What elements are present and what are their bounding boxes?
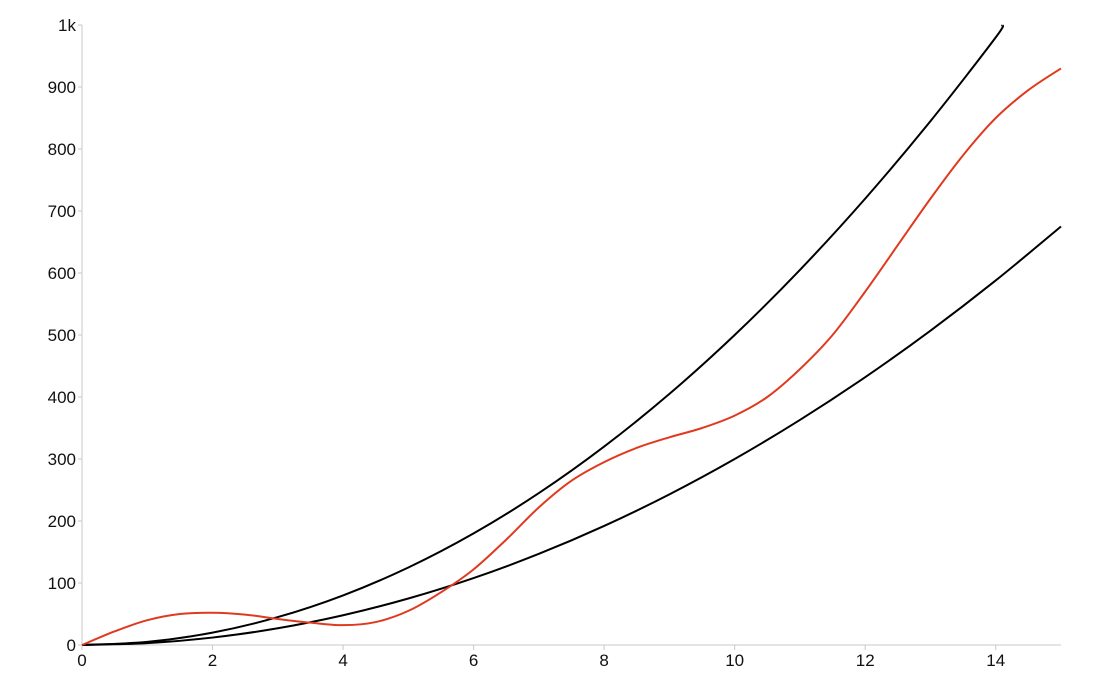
y-tick-label: 1k xyxy=(58,16,76,35)
x-tick-label: 4 xyxy=(338,651,347,670)
axes xyxy=(81,25,1061,646)
x-tick-label: 0 xyxy=(77,651,86,670)
y-tick-label: 400 xyxy=(48,388,76,407)
y-tick-label: 100 xyxy=(48,574,76,593)
x-tick-label: 6 xyxy=(469,651,478,670)
y-axis-ticks: 0 100 200 300 400 500 600 700 800 900 1k xyxy=(48,16,82,655)
x-tick-label: 10 xyxy=(725,651,744,670)
series-line-1 xyxy=(81,24,1005,646)
series-line-3 xyxy=(81,67,1062,646)
x-tick-label: 8 xyxy=(599,651,608,670)
x-tick-label: 12 xyxy=(856,651,875,670)
y-tick-label: 900 xyxy=(48,78,76,97)
y-tick-label: 800 xyxy=(48,140,76,159)
series-line-2 xyxy=(81,225,1062,646)
x-tick-label: 2 xyxy=(208,651,217,670)
x-axis-ticks: 0 2 4 6 8 10 12 14 xyxy=(77,645,1005,670)
y-tick-label: 700 xyxy=(48,202,76,221)
y-tick-label: 0 xyxy=(67,636,76,655)
y-tick-label: 200 xyxy=(48,512,76,531)
y-tick-label: 300 xyxy=(48,450,76,469)
y-tick-label: 500 xyxy=(48,326,76,345)
y-tick-label: 600 xyxy=(48,264,76,283)
x-tick-label: 14 xyxy=(986,651,1005,670)
plot-series xyxy=(81,24,1062,646)
